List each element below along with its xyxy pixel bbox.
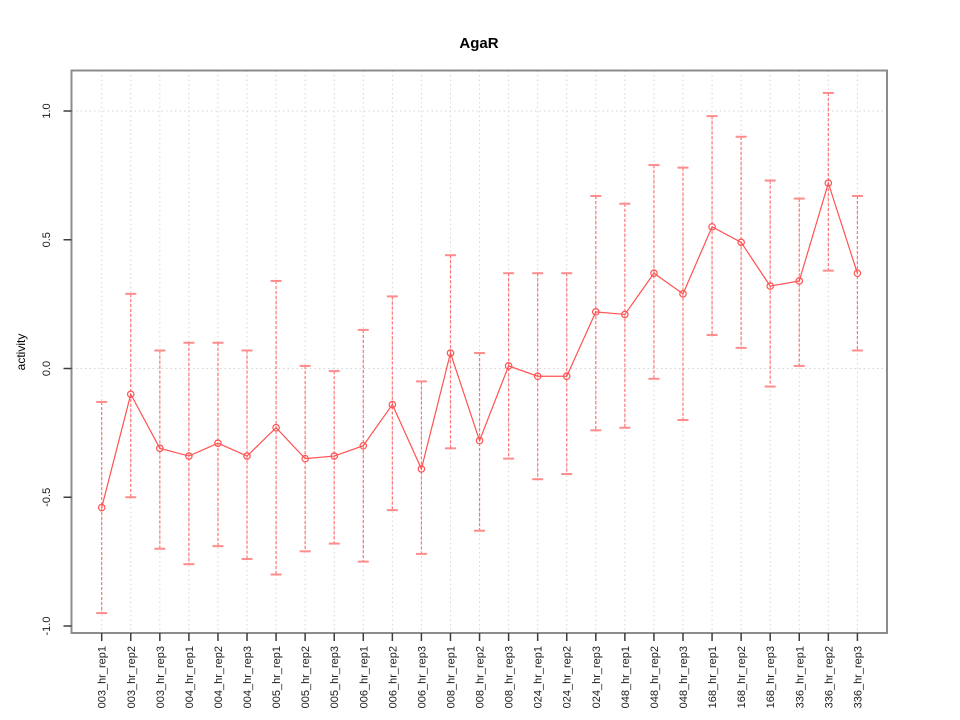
data-point (214, 439, 222, 447)
x-tick-label: 005_hr_rep1 (271, 646, 283, 708)
data-point (650, 269, 658, 278)
data-point (562, 372, 571, 381)
x-tick-label: 003_hr_rep1 (97, 646, 109, 708)
data-point (301, 454, 309, 463)
data-point (824, 179, 833, 187)
y-axis-title: activity (14, 334, 28, 371)
data-point (359, 441, 368, 450)
data-point (679, 290, 687, 298)
data-point (766, 282, 774, 290)
data-point (737, 238, 745, 247)
x-tick-label: 006_hr_rep1 (358, 646, 370, 708)
x-tick-label: 003_hr_rep2 (126, 646, 138, 708)
data-point (621, 310, 629, 319)
data-point (475, 436, 484, 445)
data-point (504, 362, 513, 370)
x-tick-label: 336_hr_rep1 (794, 646, 806, 708)
x-tick-label: 008_hr_rep3 (504, 646, 516, 708)
data-point (156, 444, 164, 453)
data-point (243, 452, 251, 460)
y-tick-label: 1.0 (41, 103, 53, 118)
data-point (592, 308, 600, 316)
x-tick-label: 008_hr_rep1 (445, 646, 457, 708)
data-point (330, 452, 339, 460)
x-tick-label: 168_hr_rep2 (736, 646, 748, 708)
data-point (126, 390, 135, 399)
data-point (388, 400, 397, 409)
y-tick-label: 0.5 (41, 232, 53, 247)
data-point (533, 372, 542, 381)
x-tick-label: 006_hr_rep2 (387, 646, 399, 708)
x-tick-label: 003_hr_rep3 (155, 646, 167, 708)
x-tick-label: 024_hr_rep1 (533, 646, 545, 708)
y-tick-label: 0.0 (41, 361, 53, 376)
data-point (446, 349, 455, 357)
data-layer (96, 91, 863, 615)
x-tick-label: 005_hr_rep2 (300, 646, 312, 708)
x-tick-label: 005_hr_rep3 (329, 646, 341, 708)
data-point (417, 465, 426, 473)
x-tick-label: 048_hr_rep3 (678, 646, 690, 708)
y-tick-label: -1.0 (41, 617, 53, 636)
x-tick-label: 168_hr_rep1 (707, 646, 719, 708)
data-point (185, 452, 193, 460)
data-point (795, 277, 804, 285)
x-tick-label: 024_hr_rep3 (591, 646, 603, 708)
x-tick-label: 004_hr_rep1 (184, 646, 196, 708)
x-tick-label: 336_hr_rep2 (823, 646, 835, 708)
x-tick-label: 048_hr_rep1 (620, 646, 632, 708)
x-tick-label: 336_hr_rep3 (852, 646, 864, 708)
chart-title: AgaR (459, 35, 498, 52)
data-point (272, 423, 280, 432)
x-tick-label: 006_hr_rep3 (416, 646, 428, 708)
x-tick-label: 004_hr_rep2 (213, 646, 225, 708)
x-tick-label: 008_hr_rep2 (475, 646, 487, 708)
x-tick-label: 168_hr_rep3 (765, 646, 777, 708)
data-point (853, 269, 862, 278)
axes-layer: 1.0 0.5 0.0 -0.5 -1.0 003_hr_rep1 003_hr_rep2 0… (41, 69, 888, 708)
y-tick-label: -0.5 (41, 488, 53, 507)
x-tick-label: 048_hr_rep2 (649, 646, 661, 708)
x-tick-label: 004_hr_rep3 (242, 646, 254, 708)
data-point (708, 223, 716, 231)
x-tick-label: 024_hr_rep2 (562, 646, 574, 708)
data-point (97, 503, 106, 512)
grid-layer (71, 70, 887, 633)
series-line (101, 181, 858, 508)
